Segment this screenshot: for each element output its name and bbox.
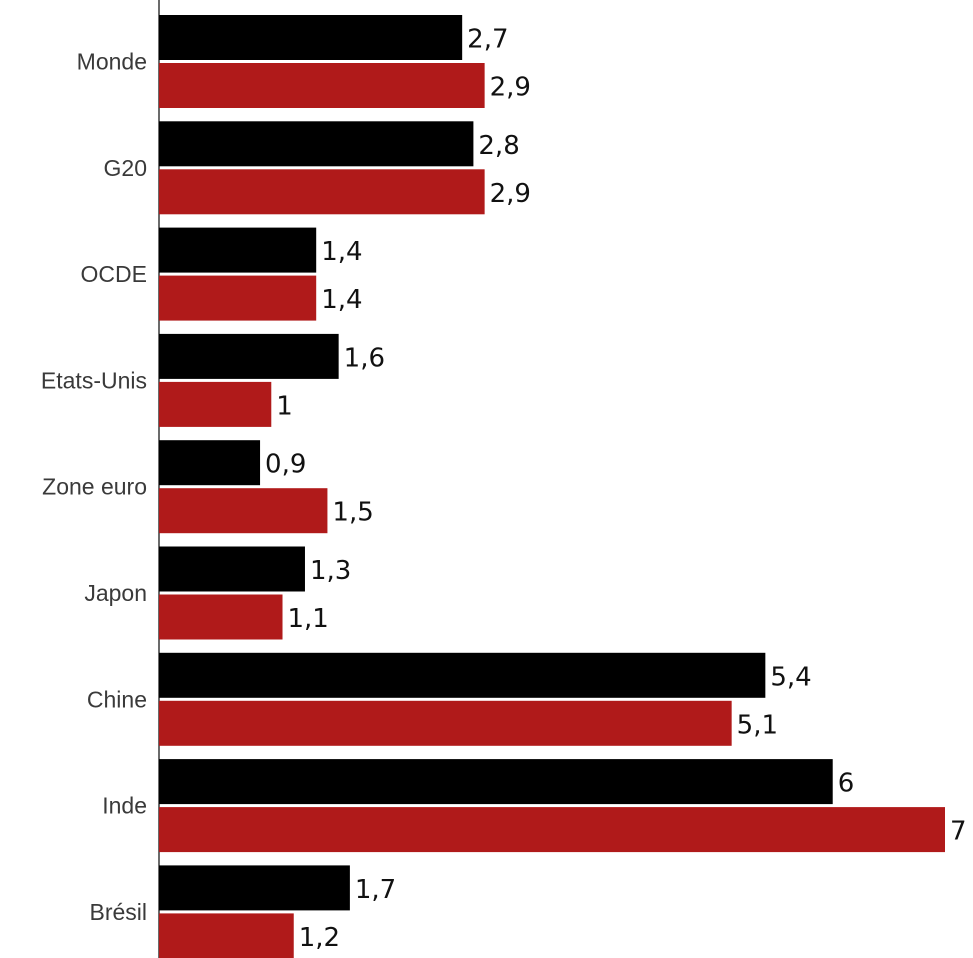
value-label-etats-unis-series-2: 1 [276, 391, 293, 421]
bar-ocde-series-1 [159, 227, 317, 273]
value-label-etats-unis-series-1: 1,6 [344, 343, 385, 373]
bar-bresil-series-1 [159, 865, 350, 911]
value-label-ocde-series-2: 1,4 [321, 285, 362, 315]
bar-inde-series-1 [159, 759, 833, 805]
bar-monde-series-2 [159, 63, 485, 108]
bar-ocde-series-2 [159, 275, 317, 321]
bar-zone-euro-series-1 [159, 440, 261, 486]
bar-etats-unis-series-1 [159, 333, 339, 379]
bar-chine-series-1 [159, 652, 766, 698]
bar-chine-series-2 [159, 700, 732, 746]
value-label-japon-series-2: 1,1 [288, 604, 329, 634]
value-label-japon-series-1: 1,3 [310, 556, 351, 586]
bar-monde-series-1 [159, 15, 463, 60]
value-label-zone-euro-series-1: 0,9 [265, 450, 306, 480]
bar-bresil-series-2 [159, 913, 294, 958]
value-label-chine-series-1: 5,4 [770, 662, 811, 692]
bar-etats-unis-series-2 [159, 381, 272, 427]
value-label-chine-series-2: 5,1 [737, 710, 778, 740]
category-label-zone-euro: Zone euro [42, 474, 147, 500]
category-label-bresil: Brésil [89, 899, 147, 925]
bar-inde-series-2 [159, 807, 945, 853]
category-label-chine: Chine [87, 686, 147, 712]
category-label-monde: Monde [77, 49, 147, 75]
category-label-japon: Japon [84, 580, 147, 606]
bar-zone-euro-series-2 [159, 488, 328, 534]
bar-japon-series-2 [159, 594, 283, 640]
value-label-zone-euro-series-2: 1,5 [332, 498, 373, 528]
value-label-bresil-series-1: 1,7 [355, 875, 396, 905]
bar-g20-series-2 [159, 169, 485, 215]
category-label-inde: Inde [102, 793, 147, 819]
category-label-ocde: OCDE [81, 261, 147, 287]
value-label-g20-series-1: 2,8 [478, 131, 519, 161]
value-label-ocde-series-1: 1,4 [321, 237, 362, 267]
category-label-g20: G20 [104, 155, 147, 181]
value-label-bresil-series-2: 1,2 [299, 923, 340, 953]
category-label-etats-unis: Etats-Unis [41, 367, 147, 393]
bar-g20-series-1 [159, 121, 474, 167]
value-label-monde-series-1: 2,7 [467, 25, 508, 55]
value-label-monde-series-2: 2,9 [490, 73, 531, 103]
value-label-inde-series-1: 6 [838, 769, 855, 799]
chart-marks: Monde 2,7 2,9 G20 2,8 2,9 OCDE 1,4 1,4 Etats-Unis… [41, 15, 967, 958]
bar-japon-series-1 [159, 546, 305, 592]
value-label-inde-series-2: 7 [950, 817, 967, 847]
value-label-g20-series-2: 2,9 [490, 179, 531, 209]
